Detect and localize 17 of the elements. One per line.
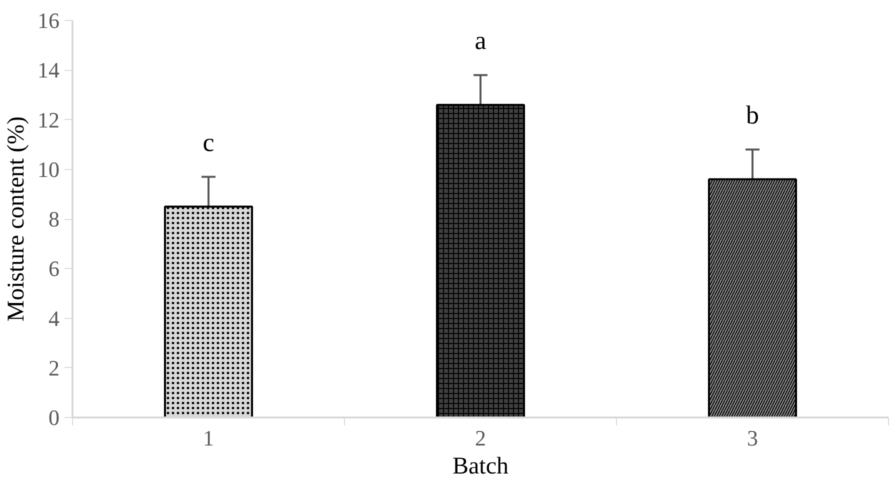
x-tick-label: 1 [203, 426, 214, 450]
annotation: c [202, 128, 214, 157]
y-tick-label: 16 [38, 8, 60, 33]
x-axis-title: Batch [452, 454, 508, 480]
y-tick-label: 12 [38, 107, 60, 132]
x-tick-label: 2 [475, 426, 486, 450]
y-tick-label: 4 [48, 306, 60, 331]
y-tick-label: 8 [48, 206, 60, 232]
annotation: a [474, 26, 487, 56]
y-tick-label: 2 [48, 355, 60, 380]
x-tick-label: 3 [747, 426, 758, 450]
y-tick-label: 0 [48, 405, 60, 430]
annotation: b [746, 100, 759, 130]
y-tick-label: 14 [38, 58, 60, 83]
y-axis-title: Moisture content (%) [4, 116, 30, 322]
y-tick-label: 10 [38, 156, 60, 182]
y-tick-label: 6 [48, 256, 60, 282]
